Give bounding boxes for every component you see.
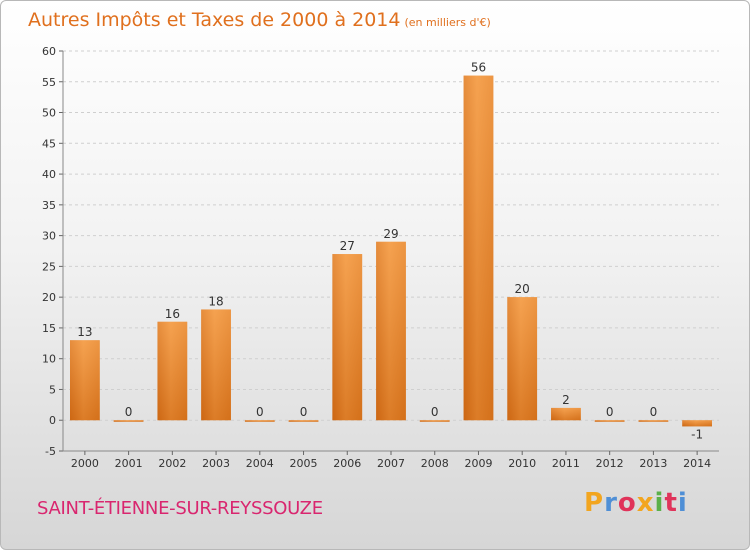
bar-shade xyxy=(376,241,406,421)
y-tick-label: 10 xyxy=(42,353,56,366)
y-tick-label: -5 xyxy=(45,445,56,458)
data-label-2011: 2 xyxy=(562,393,570,407)
x-tick-label-2009: 2009 xyxy=(464,457,492,470)
data-label-2002: 16 xyxy=(165,307,180,321)
y-tick-label: 25 xyxy=(42,260,56,273)
x-tick-label-2005: 2005 xyxy=(290,457,318,470)
bars xyxy=(69,75,713,427)
x-tick-label-2007: 2007 xyxy=(377,457,405,470)
bar-shade xyxy=(113,420,144,422)
bar-shade xyxy=(419,420,450,422)
data-label-2004: 0 xyxy=(256,405,264,419)
x-tick-label-2006: 2006 xyxy=(333,457,361,470)
bar-2011 xyxy=(551,407,581,421)
x-tick-label-2011: 2011 xyxy=(552,457,580,470)
data-label-2006: 27 xyxy=(340,239,355,253)
y-tick-label: 15 xyxy=(42,322,56,335)
data-label-2010: 20 xyxy=(515,282,530,296)
bar-shade xyxy=(682,420,713,427)
data-label-2012: 0 xyxy=(606,405,614,419)
bar-2003 xyxy=(201,309,231,421)
x-axis-ticks: 2000 2001 2002 2003 2004 2005 2006 2007 2008 2009… xyxy=(71,451,711,470)
bar-shade xyxy=(507,297,538,421)
y-tick-label: 60 xyxy=(42,45,56,58)
bar-2000 xyxy=(69,340,100,421)
x-tick-label-2003: 2003 xyxy=(202,457,230,470)
x-tick-label-2014: 2014 xyxy=(683,457,711,470)
bar-shade xyxy=(638,420,669,422)
data-label-2009: 56 xyxy=(471,61,486,75)
bar-shade xyxy=(463,75,494,421)
logo-letter: i xyxy=(654,488,665,518)
y-tick-label: 20 xyxy=(42,291,56,304)
chart-title-text: Autres Impôts et Taxes de 2000 à 2014 xyxy=(28,9,401,31)
y-tick-label: 40 xyxy=(42,168,56,181)
bar-2001 xyxy=(113,420,144,422)
data-label-2000: 13 xyxy=(77,325,92,339)
logo-letter: o xyxy=(617,488,637,518)
logo-letter: P xyxy=(584,488,605,518)
x-tick-label-2010: 2010 xyxy=(508,457,536,470)
data-label-2014: -1 xyxy=(691,427,703,441)
bar-shade xyxy=(157,321,188,421)
y-tick-label: 35 xyxy=(42,199,56,212)
x-tick-label-2012: 2012 xyxy=(596,457,624,470)
chart-title: Autres Impôts et Taxes de 2000 à 2014 (en… xyxy=(28,9,491,31)
bar-2007 xyxy=(376,241,406,421)
y-tick-label: 5 xyxy=(49,383,56,396)
data-label-2008: 0 xyxy=(431,405,439,419)
logo-letter: x xyxy=(636,488,655,518)
bar-2012 xyxy=(594,420,625,422)
logo-letter: i xyxy=(677,488,688,518)
bar-2013 xyxy=(638,420,669,422)
bar-2005 xyxy=(288,420,319,422)
x-tick-label-2000: 2000 xyxy=(71,457,99,470)
bar-shade xyxy=(594,420,625,422)
bar-2009 xyxy=(463,75,494,421)
data-label-2001: 0 xyxy=(125,405,133,419)
bar-2008 xyxy=(419,420,450,422)
bar-2014 xyxy=(682,420,713,427)
bar-2002 xyxy=(157,321,188,421)
data-label-2007: 29 xyxy=(383,227,398,241)
bar-shade xyxy=(244,420,275,422)
bar-shade xyxy=(69,340,100,421)
x-tick-label-2008: 2008 xyxy=(421,457,449,470)
y-tick-label: 50 xyxy=(42,107,56,120)
bar-2010 xyxy=(507,297,538,421)
bar-shade xyxy=(201,309,231,421)
data-label-2005: 0 xyxy=(300,405,308,419)
data-label-2013: 0 xyxy=(650,405,658,419)
commune-name: SAINT-ÉTIENNE-SUR-REYSSOUZE xyxy=(37,498,323,519)
x-tick-label-2004: 2004 xyxy=(246,457,274,470)
logo-letter: t xyxy=(664,488,678,518)
bar-shade xyxy=(332,254,363,421)
x-tick-label-2002: 2002 xyxy=(158,457,186,470)
x-tick-label-2001: 2001 xyxy=(115,457,143,470)
x-tick-label-2013: 2013 xyxy=(639,457,667,470)
bar-2004 xyxy=(244,420,275,422)
bar-2006 xyxy=(332,254,363,421)
y-tick-label: 45 xyxy=(42,137,56,150)
chart-unit: (en milliers d'€) xyxy=(404,16,491,29)
bar-shade xyxy=(551,407,581,421)
proxiti-logo: Proxiti xyxy=(584,488,688,518)
y-tick-label: 0 xyxy=(49,414,56,427)
logo-letter: r xyxy=(604,488,618,518)
bar-shade xyxy=(288,420,319,422)
y-tick-label: 55 xyxy=(42,76,56,89)
data-label-2003: 18 xyxy=(208,294,223,308)
y-tick-label: 30 xyxy=(42,230,56,243)
